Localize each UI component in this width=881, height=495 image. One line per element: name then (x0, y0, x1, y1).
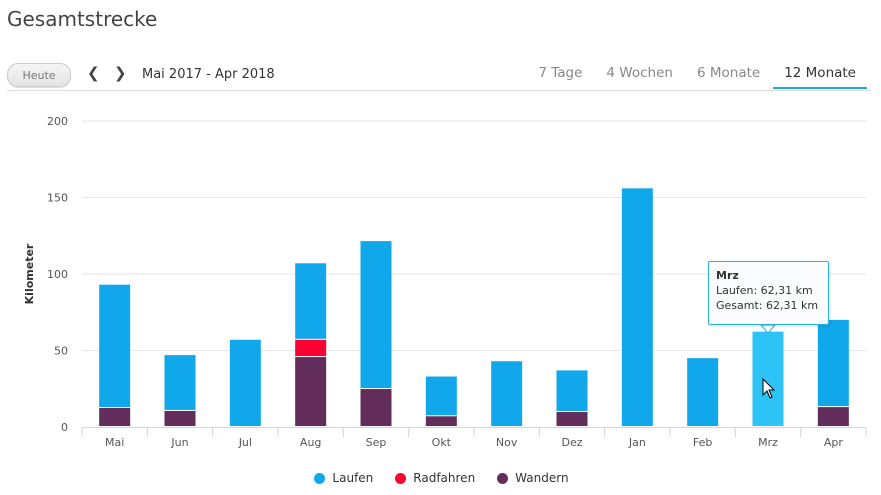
bar-laufen-okt (425, 376, 457, 416)
legend-label: Radfahren (413, 471, 476, 485)
chart-legend: Laufen Radfahren Wandern (0, 471, 881, 485)
legend-label: Wandern (515, 471, 569, 485)
x-tick-label: Sep (366, 436, 387, 449)
bar-wandern-okt (425, 416, 457, 426)
y-tick-label: 50 (54, 345, 68, 358)
legend-item-wandern[interactable]: Wandern (497, 471, 569, 485)
x-tick-label: Apr (824, 436, 844, 449)
bar-laufen-dez (556, 370, 588, 412)
tab-4-wochen[interactable]: 4 Wochen (606, 65, 673, 81)
legend-label: Laufen (332, 471, 374, 485)
x-tick-label: Mai (105, 436, 124, 449)
tab-12-monate[interactable]: 12 Monate (773, 64, 867, 89)
bar-wandern-sep (360, 389, 392, 426)
chevron-left-icon[interactable]: ❮ (87, 64, 100, 82)
bar-wandern-apr (817, 407, 849, 426)
bar-laufen-nov (491, 361, 523, 426)
legend-dot (395, 472, 407, 484)
x-tick-label: Mrz (758, 436, 778, 449)
today-button[interactable]: Heute (7, 63, 71, 87)
bar-laufen-jul (229, 339, 261, 426)
x-tick-label: Jul (238, 436, 252, 449)
bar-laufen-aug (295, 263, 327, 339)
x-tick-label: Feb (693, 436, 712, 449)
tooltip-line-gesamt: Gesamt: 62,31 km (716, 299, 819, 312)
legend-item-laufen[interactable]: Laufen (314, 471, 373, 485)
bar-laufen-mrz (752, 331, 784, 426)
tooltip-title: Mrz (716, 269, 739, 282)
legend-item-radfahren[interactable]: Radfahren (395, 471, 475, 485)
y-tick-label: 200 (47, 115, 68, 128)
x-tick-label: Nov (496, 436, 518, 449)
header-divider (7, 90, 871, 91)
x-tick-label: Dez (561, 436, 582, 449)
x-tick-label: Aug (300, 436, 321, 449)
chevron-right-icon[interactable]: ❯ (114, 64, 127, 82)
tooltip-line-laufen: Laufen: 62,31 km (716, 284, 813, 297)
bar-wandern-mai (99, 408, 131, 426)
bar-laufen-sep (360, 241, 392, 389)
y-axis-label: Kilometer (23, 243, 36, 304)
bar-radfahren-aug (295, 339, 327, 357)
tab-6-monate[interactable]: 6 Monate (696, 65, 761, 81)
x-tick-label: Jun (170, 436, 188, 449)
y-tick-label: 150 (47, 192, 68, 205)
tab-7-tage[interactable]: 7 Tage (538, 65, 583, 81)
bar-laufen-mai (99, 284, 131, 408)
bar-wandern-aug (295, 357, 327, 426)
legend-dot (497, 472, 509, 484)
bar-laufen-jan (621, 188, 653, 426)
period-tabs: 7 Tage 4 Wochen 6 Monate 12 Monate (525, 64, 867, 89)
bar-laufen-feb (687, 358, 719, 426)
mouse-cursor-icon (762, 377, 776, 399)
bar-wandern-dez (556, 412, 588, 426)
y-tick-label: 0 (61, 421, 68, 434)
legend-dot (314, 472, 326, 484)
x-tick-label: Okt (432, 436, 452, 449)
bar-laufen-jun (164, 355, 196, 410)
tooltip-pointer (759, 324, 777, 334)
bar-laufen-apr (817, 319, 849, 407)
x-tick-label: Jan (628, 436, 646, 449)
bar-wandern-jun (164, 410, 196, 426)
date-range: Mai 2017 - Apr 2018 (142, 67, 275, 82)
chart-tooltip: Mrz Laufen: 62,31 km Gesamt: 62,31 km (708, 261, 829, 325)
y-tick-label: 100 (47, 268, 68, 281)
page-title: Gesamtstrecke (7, 7, 158, 31)
